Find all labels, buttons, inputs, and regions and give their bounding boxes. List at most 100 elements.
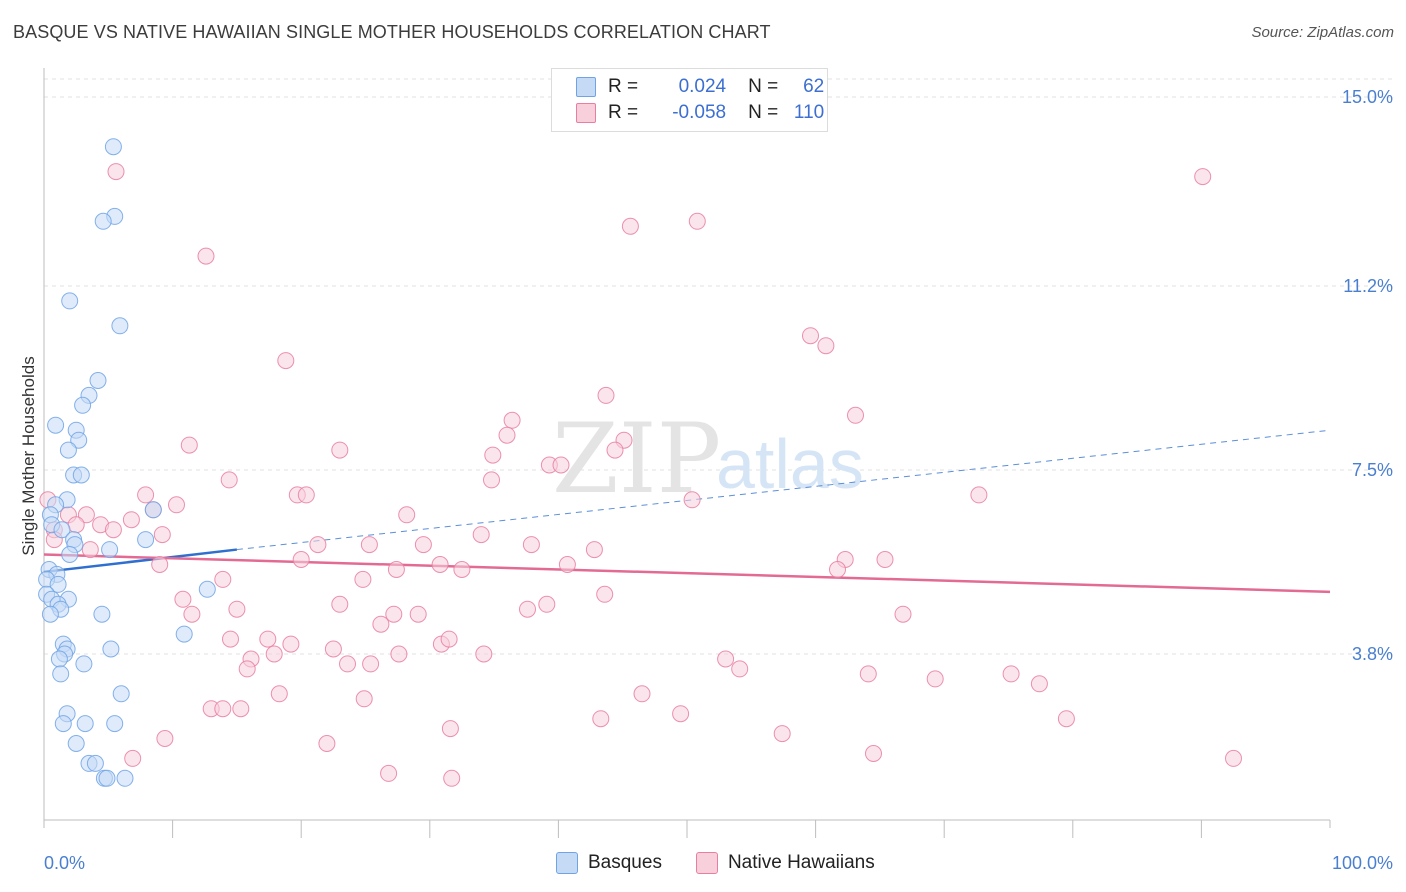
- data-point: [498, 426, 516, 444]
- data-point: [360, 536, 378, 554]
- data-point: [180, 436, 198, 454]
- y-tick-label: 7.5%: [1352, 460, 1393, 480]
- data-point: [232, 700, 250, 718]
- data-point: [228, 600, 246, 618]
- trend-line-basques: [43, 548, 238, 574]
- data-point: [81, 541, 99, 559]
- data-point: [331, 595, 349, 613]
- series-swatch-basques: [556, 852, 578, 874]
- data-point: [440, 630, 458, 648]
- data-point: [52, 665, 70, 683]
- data-point: [362, 655, 380, 673]
- data-point: [522, 536, 540, 554]
- data-point: [414, 536, 432, 554]
- data-point: [558, 556, 576, 573]
- data-point: [270, 685, 288, 703]
- legend-n-label: N =: [748, 102, 779, 123]
- data-point: [238, 660, 256, 678]
- data-point: [538, 595, 556, 613]
- data-point: [102, 640, 120, 658]
- data-point: [76, 715, 94, 733]
- data-point: [54, 715, 72, 733]
- data-point: [74, 396, 92, 414]
- data-point: [970, 486, 988, 504]
- series-legend-basques[interactable]: Basques: [556, 852, 662, 874]
- watermark-atlas: atlas: [716, 425, 864, 503]
- data-point: [1030, 675, 1048, 693]
- data-point: [847, 406, 864, 424]
- data-point: [519, 600, 536, 618]
- data-point: [53, 521, 71, 539]
- data-point: [385, 605, 403, 623]
- data-point: [144, 501, 162, 519]
- data-point: [156, 730, 174, 747]
- data-point: [633, 685, 651, 703]
- data-point: [137, 531, 155, 549]
- data-point: [606, 441, 624, 459]
- axes: [43, 68, 1331, 838]
- data-point: [77, 506, 95, 524]
- data-point: [198, 580, 216, 598]
- data-point: [112, 685, 130, 703]
- stats-legend: R = 0.024 N = 62 R = -0.058 N = 110: [551, 68, 828, 132]
- data-point: [282, 635, 300, 653]
- data-point: [175, 625, 193, 643]
- data-point: [297, 486, 315, 504]
- data-point: [89, 372, 107, 389]
- data-point: [1002, 665, 1020, 683]
- data-point: [107, 163, 125, 181]
- data-point: [277, 352, 295, 370]
- data-point: [802, 327, 819, 345]
- data-point: [318, 735, 336, 752]
- data-point: [137, 486, 155, 504]
- data-points: [38, 138, 1242, 787]
- data-point: [72, 466, 90, 484]
- data-point: [926, 670, 944, 688]
- grid-lines: [44, 78, 1392, 655]
- legend-r-value: 0.024: [678, 76, 727, 97]
- legend-r-label: R =: [608, 76, 639, 97]
- data-point: [214, 570, 232, 588]
- data-point: [398, 506, 416, 524]
- series-native-hawaiians: [39, 163, 1242, 787]
- data-point: [197, 247, 215, 265]
- data-point: [688, 212, 706, 230]
- data-point: [475, 645, 493, 663]
- data-point: [596, 585, 614, 603]
- data-point: [104, 138, 122, 156]
- source-label: Source: ZipAtlas.com: [1251, 24, 1394, 41]
- data-point: [453, 561, 471, 578]
- x-tick-label: 0.0%: [44, 853, 85, 873]
- data-point: [67, 516, 85, 534]
- data-point: [865, 745, 882, 762]
- data-point: [116, 769, 134, 787]
- data-point: [472, 526, 490, 544]
- data-point: [597, 386, 615, 404]
- data-point: [431, 556, 449, 573]
- data-point: [773, 725, 791, 743]
- data-point: [503, 411, 521, 429]
- series-legend-native-hawaiians[interactable]: Native Hawaiians: [695, 852, 875, 874]
- data-point: [339, 655, 356, 673]
- series-label-native-hawaiians: Native Hawaiians: [727, 852, 875, 873]
- data-point: [174, 590, 192, 608]
- data-point: [441, 720, 459, 738]
- data-point: [483, 471, 500, 489]
- data-point: [292, 551, 310, 568]
- data-point: [331, 441, 349, 459]
- legend-r-value: -0.058: [672, 102, 727, 123]
- legend-swatch-basques: [576, 77, 596, 97]
- chart-title: BASQUE VS NATIVE HAWAIIAN SINGLE MOTHER …: [13, 22, 771, 42]
- data-point: [220, 471, 238, 489]
- legend-n-value: 62: [803, 76, 825, 97]
- data-point: [683, 491, 701, 509]
- data-point: [67, 735, 85, 752]
- data-point: [151, 556, 169, 573]
- data-point: [86, 754, 104, 772]
- data-point: [592, 710, 610, 728]
- data-point: [59, 441, 77, 459]
- data-point: [47, 416, 65, 434]
- trend-line-basques-projection: [236, 429, 1331, 551]
- data-point: [101, 541, 119, 559]
- legend-n-label: N =: [748, 76, 779, 97]
